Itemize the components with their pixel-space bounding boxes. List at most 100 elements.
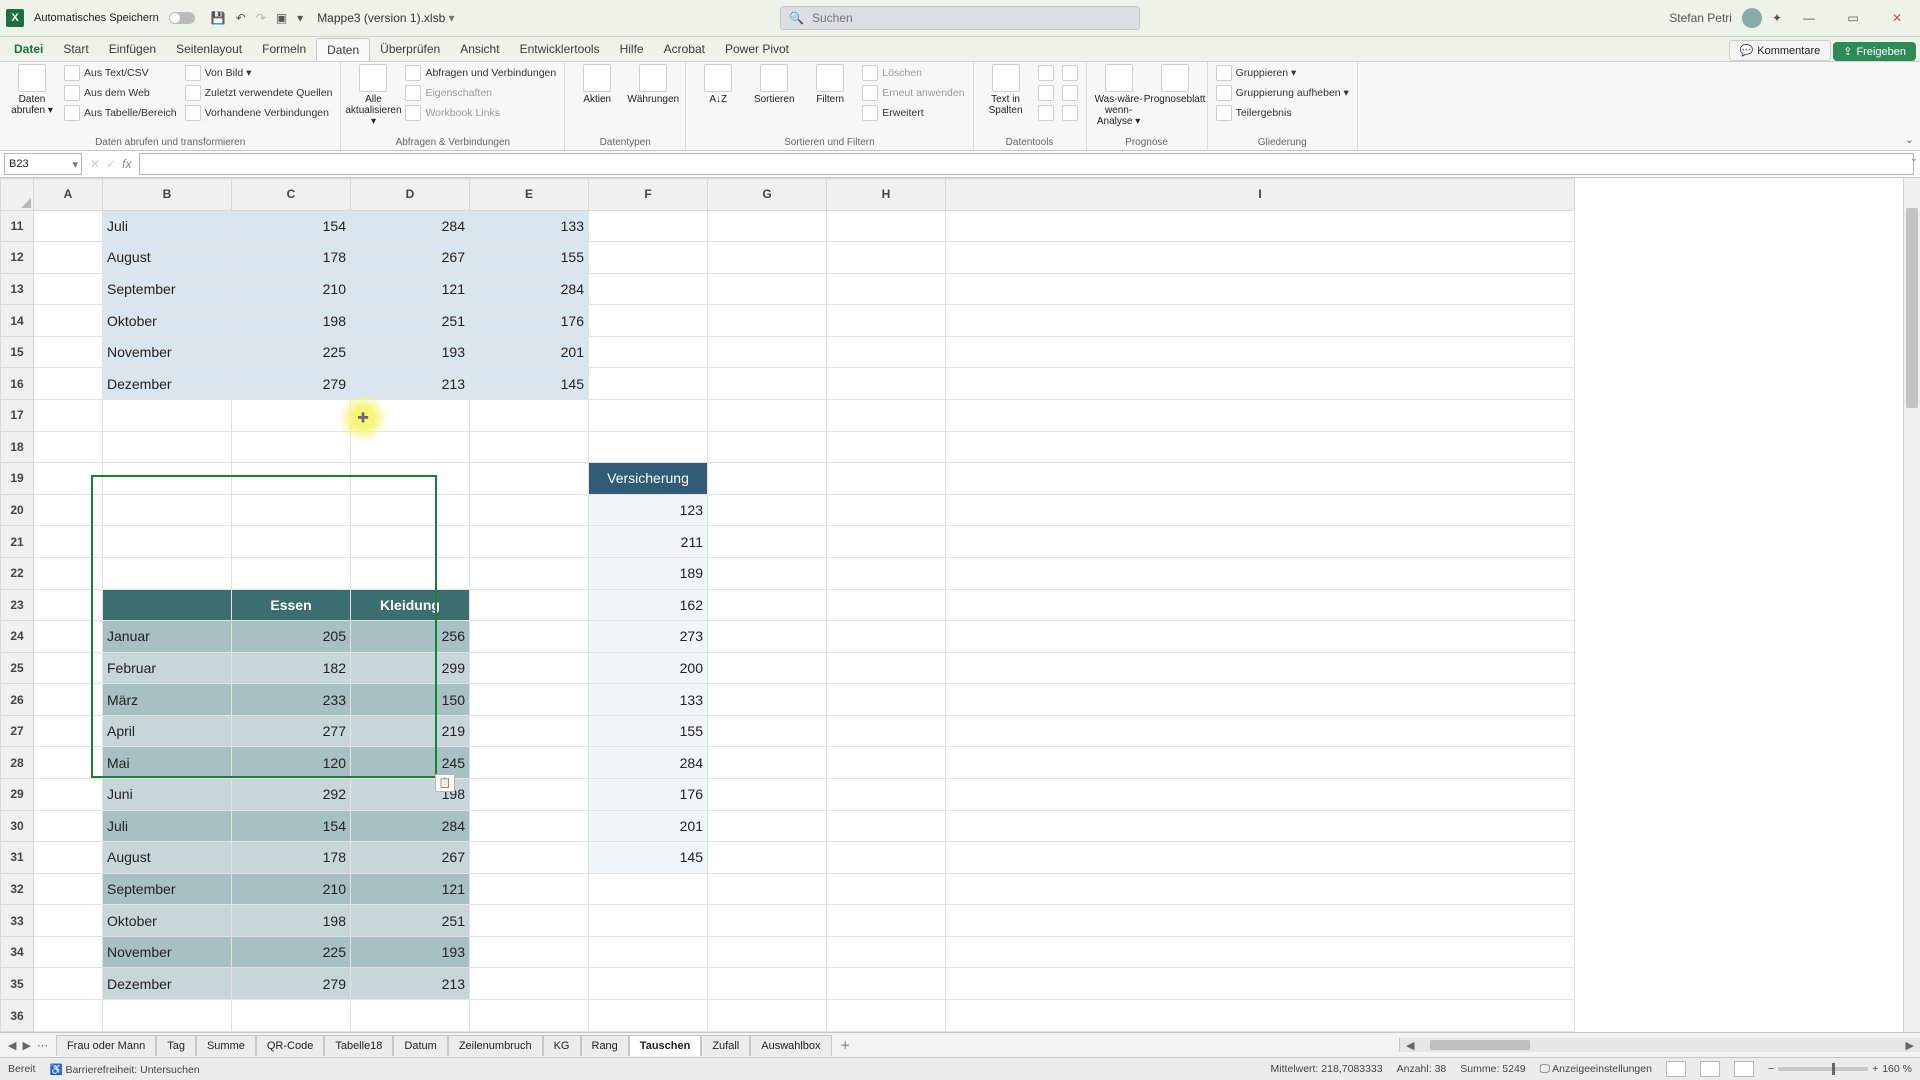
cell[interactable] <box>589 336 708 368</box>
ribbon-button[interactable] <box>1036 104 1056 122</box>
row-header[interactable]: 30 <box>1 810 34 842</box>
cell[interactable] <box>708 210 827 242</box>
cell[interactable] <box>589 873 708 905</box>
cell[interactable] <box>708 494 827 526</box>
avatar[interactable] <box>1742 8 1762 28</box>
row-header[interactable]: 33 <box>1 905 34 937</box>
cell[interactable] <box>470 684 589 716</box>
cell[interactable] <box>827 242 946 274</box>
cell[interactable] <box>946 652 1575 684</box>
column-header[interactable]: H <box>827 179 946 211</box>
cell[interactable] <box>708 873 827 905</box>
ribbon-button[interactable] <box>1060 64 1080 82</box>
cell[interactable] <box>946 1000 1575 1032</box>
cell[interactable]: 299 <box>351 652 470 684</box>
cell[interactable] <box>827 589 946 621</box>
restore-button[interactable]: ▭ <box>1836 11 1870 25</box>
row-header[interactable]: 32 <box>1 873 34 905</box>
cell[interactable] <box>470 557 589 589</box>
cell[interactable] <box>232 494 351 526</box>
cell[interactable]: 251 <box>351 305 470 337</box>
row-header[interactable]: 29 <box>1 778 34 810</box>
cell[interactable] <box>827 1000 946 1032</box>
cell[interactable] <box>34 968 103 1000</box>
cell[interactable] <box>827 715 946 747</box>
cell[interactable]: 123 <box>589 494 708 526</box>
cell[interactable]: November <box>103 936 232 968</box>
cell[interactable] <box>946 715 1575 747</box>
cell[interactable] <box>708 905 827 937</box>
cell[interactable] <box>34 684 103 716</box>
menu-tab-hilfe[interactable]: Hilfe <box>610 38 654 61</box>
cell[interactable]: 121 <box>351 873 470 905</box>
cell[interactable] <box>708 463 827 495</box>
row-header[interactable]: 17 <box>1 400 34 432</box>
column-header[interactable]: I <box>946 179 1575 211</box>
cell[interactable] <box>232 463 351 495</box>
menu-tab-power pivot[interactable]: Power Pivot <box>715 38 799 61</box>
cell[interactable] <box>351 431 470 463</box>
ribbon-button[interactable]: Prognoseblatt <box>1149 64 1201 105</box>
cell[interactable]: August <box>103 842 232 874</box>
cancel-formula-icon[interactable]: ✕ <box>90 157 100 171</box>
cell[interactable] <box>34 715 103 747</box>
add-sheet-button[interactable]: ＋ <box>832 1037 859 1053</box>
ribbon-button[interactable]: Aus Tabelle/Bereich <box>62 104 179 122</box>
cell[interactable] <box>708 652 827 684</box>
spreadsheet-grid[interactable]: ABCDEFGHI11Juli15428413312August17826715… <box>0 178 1920 1032</box>
cell[interactable] <box>470 715 589 747</box>
cell[interactable] <box>232 1000 351 1032</box>
cell[interactable] <box>589 368 708 400</box>
cell[interactable]: 201 <box>589 810 708 842</box>
cell[interactable]: Oktober <box>103 905 232 937</box>
cell[interactable]: 154 <box>232 810 351 842</box>
sheet-tab[interactable]: KG <box>543 1035 581 1056</box>
cell[interactable] <box>589 400 708 432</box>
cell[interactable] <box>946 936 1575 968</box>
cell[interactable] <box>470 431 589 463</box>
cell[interactable] <box>103 463 232 495</box>
ribbon-button[interactable]: Eigenschaften <box>403 84 558 102</box>
collapse-ribbon-icon[interactable]: ⌄ <box>1905 133 1914 146</box>
cell[interactable]: 121 <box>351 273 470 305</box>
cell[interactable]: 145 <box>589 842 708 874</box>
ribbon-button[interactable]: Was-wäre-wenn-Analyse ▾ <box>1093 64 1145 127</box>
select-all-corner[interactable] <box>1 179 34 211</box>
cell[interactable]: 155 <box>470 242 589 274</box>
cell[interactable] <box>470 494 589 526</box>
cell[interactable] <box>946 842 1575 874</box>
ribbon-button[interactable]: Datenabrufen ▾ <box>6 64 58 116</box>
cell[interactable] <box>34 463 103 495</box>
row-header[interactable]: 23 <box>1 589 34 621</box>
cell[interactable] <box>946 747 1575 779</box>
sheet-tab[interactable]: Zeilenumbruch <box>448 1035 543 1056</box>
cell[interactable] <box>34 747 103 779</box>
cell[interactable] <box>351 463 470 495</box>
cell[interactable] <box>946 494 1575 526</box>
cell[interactable] <box>708 684 827 716</box>
toggle-switch[interactable] <box>169 12 195 24</box>
display-settings[interactable]: 🖵 Anzeigeeinstellungen <box>1540 1063 1652 1076</box>
cell[interactable] <box>827 842 946 874</box>
cell[interactable] <box>34 368 103 400</box>
cell[interactable] <box>470 778 589 810</box>
ribbon-button[interactable]: Währungen <box>627 64 679 105</box>
menu-tab-formeln[interactable]: Formeln <box>252 38 316 61</box>
cell[interactable]: 210 <box>232 273 351 305</box>
row-header[interactable]: 15 <box>1 336 34 368</box>
cell[interactable] <box>827 273 946 305</box>
ribbon-button[interactable]: Von Bild ▾ <box>183 64 335 82</box>
sheet-tab[interactable]: Tabelle18 <box>324 1035 393 1056</box>
cell[interactable] <box>351 557 470 589</box>
cell[interactable] <box>827 400 946 432</box>
cell[interactable] <box>946 684 1575 716</box>
menu-tab-datei[interactable]: Datei <box>4 38 53 61</box>
cell[interactable]: 120 <box>232 747 351 779</box>
cell[interactable] <box>827 810 946 842</box>
cell[interactable] <box>827 873 946 905</box>
column-header[interactable]: F <box>589 179 708 211</box>
cell[interactable] <box>708 336 827 368</box>
column-header[interactable]: E <box>470 179 589 211</box>
autosave-toggle[interactable]: Automatisches Speichern <box>34 12 201 24</box>
cell[interactable]: 198 <box>232 905 351 937</box>
